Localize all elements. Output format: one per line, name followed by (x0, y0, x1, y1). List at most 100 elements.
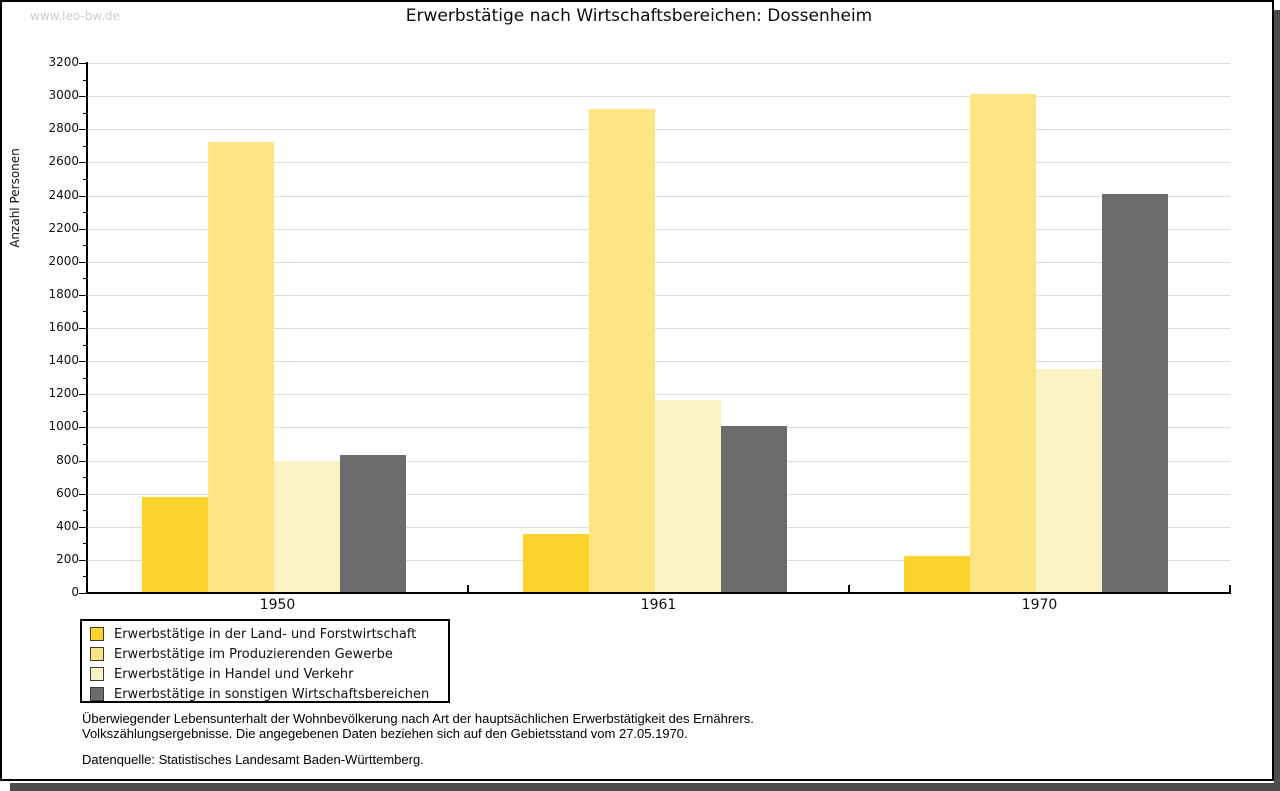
y-axis-minor-tick (83, 510, 87, 512)
y-axis-major-tick (79, 195, 87, 197)
legend-label: Erwerbstätige im Produzierenden Gewerbe (114, 646, 393, 662)
y-axis-major-tick (79, 361, 87, 363)
footnote-line: Überwiegender Lebensunterhalt der Wohnbe… (82, 711, 754, 726)
y-axis-minor-tick (83, 543, 87, 545)
y-axis-minor-tick (83, 576, 87, 578)
drop-shadow-right (1274, 10, 1280, 791)
y-axis-line (86, 62, 88, 594)
x-axis-line (86, 592, 1231, 594)
gridline (87, 96, 1230, 98)
y-axis-minor-tick (83, 79, 87, 81)
y-axis-major-tick (79, 460, 87, 462)
y-axis-tick-label: 1000 (48, 419, 79, 434)
bar (655, 400, 721, 593)
y-axis-major-tick (79, 228, 87, 230)
y-axis-minor-tick (83, 178, 87, 180)
y-axis-major-tick (79, 427, 87, 429)
y-axis-major-tick (79, 593, 87, 594)
bar (721, 425, 787, 593)
y-axis-tick-label: 200 (56, 551, 79, 566)
y-axis-major-tick (79, 294, 87, 296)
y-axis-minor-tick (83, 145, 87, 147)
bar (904, 555, 970, 593)
y-axis-major-tick (79, 96, 87, 98)
x-axis-boundary-tick (467, 585, 469, 593)
footnote: Überwiegender Lebensunterhalt der Wohnbe… (82, 711, 754, 741)
y-axis-minor-tick (83, 377, 87, 379)
bar (523, 534, 589, 593)
gridline (87, 361, 1230, 363)
x-axis-boundary-tick (848, 585, 850, 593)
y-axis-minor-tick (83, 344, 87, 346)
y-axis-tick-label: 3000 (48, 88, 79, 103)
legend-swatch (90, 667, 104, 681)
y-axis-minor-tick (83, 212, 87, 214)
bar (589, 108, 655, 593)
gridline (87, 129, 1230, 131)
legend-swatch (90, 647, 104, 661)
y-axis-tick-label: 1200 (48, 386, 79, 401)
y-axis-minor-tick (83, 311, 87, 313)
gridline (87, 261, 1230, 263)
bar (208, 141, 274, 593)
bar (1102, 193, 1168, 593)
drop-shadow-bottom (10, 783, 1280, 791)
legend-label: Erwerbstätige in Handel und Verkehr (114, 666, 354, 682)
y-axis-major-tick (79, 394, 87, 396)
y-axis-tick-label: 2600 (48, 154, 79, 169)
legend-label: Erwerbstätige in der Land- und Forstwirt… (114, 626, 417, 642)
legend-label: Erwerbstätige in sonstigen Wirtschaftsbe… (114, 686, 430, 702)
gridline (87, 328, 1230, 329)
y-axis-major-tick (79, 559, 87, 561)
y-axis-tick-label: 2200 (48, 220, 79, 235)
y-axis-major-tick (79, 129, 87, 131)
gridline (87, 195, 1230, 197)
y-axis-minor-tick (83, 443, 87, 445)
y-axis-tick-label: 1400 (48, 353, 79, 368)
y-axis-tick-label: 0 (71, 585, 79, 599)
y-axis-tick-label: 400 (56, 518, 79, 533)
gridline (87, 63, 1230, 64)
y-axis-minor-tick (83, 245, 87, 247)
x-axis-category-label: 1961 (640, 597, 677, 613)
bar (274, 460, 340, 593)
y-axis-tick-label: 600 (56, 485, 79, 500)
y-axis-major-tick (79, 493, 87, 495)
x-axis-category-label: 1950 (259, 597, 296, 613)
gridline (87, 394, 1230, 396)
footnote-line: Volkszählungsergebnisse. Die angegebenen… (82, 725, 688, 741)
watermark: www.leo-bw.de (30, 9, 120, 23)
legend-item: Erwerbstätige in sonstigen Wirtschaftsbe… (82, 686, 448, 702)
y-axis-minor-tick (83, 112, 87, 114)
y-axis-major-tick (79, 63, 87, 64)
legend-box: Erwerbstätige in der Land- und Forstwirt… (80, 619, 450, 703)
legend-swatch (90, 687, 104, 701)
data-source: Datenquelle: Statistisches Landesamt Bad… (82, 752, 424, 767)
y-axis-tick-label: 2800 (48, 121, 79, 136)
y-axis-major-tick (79, 261, 87, 263)
y-axis-tick-label: 1600 (48, 320, 79, 334)
legend-item: Erwerbstätige im Produzierenden Gewerbe (82, 646, 448, 662)
gridline (87, 162, 1230, 164)
gridline (87, 294, 1230, 296)
y-axis-tick-label: 2400 (48, 187, 79, 202)
legend-item: Erwerbstätige in Handel und Verkehr (82, 666, 448, 682)
y-axis-major-tick (79, 162, 87, 164)
y-axis-minor-tick (83, 477, 87, 479)
y-axis-major-tick (79, 328, 87, 329)
y-axis-tick-label: 800 (56, 452, 79, 467)
bar (970, 94, 1036, 593)
bar (1036, 368, 1102, 593)
bar (142, 496, 208, 593)
y-axis-tick-label: 1800 (48, 286, 79, 301)
bar (340, 454, 406, 593)
chart-title: Erwerbstätige nach Wirtschaftsbereichen:… (405, 6, 873, 26)
legend-item: Erwerbstätige in der Land- und Forstwirt… (82, 626, 448, 642)
y-axis-minor-tick (83, 410, 87, 412)
gridline (87, 228, 1230, 230)
legend-swatch (90, 627, 104, 641)
y-axis-minor-tick (83, 278, 87, 280)
x-axis-boundary-tick (1229, 585, 1231, 593)
